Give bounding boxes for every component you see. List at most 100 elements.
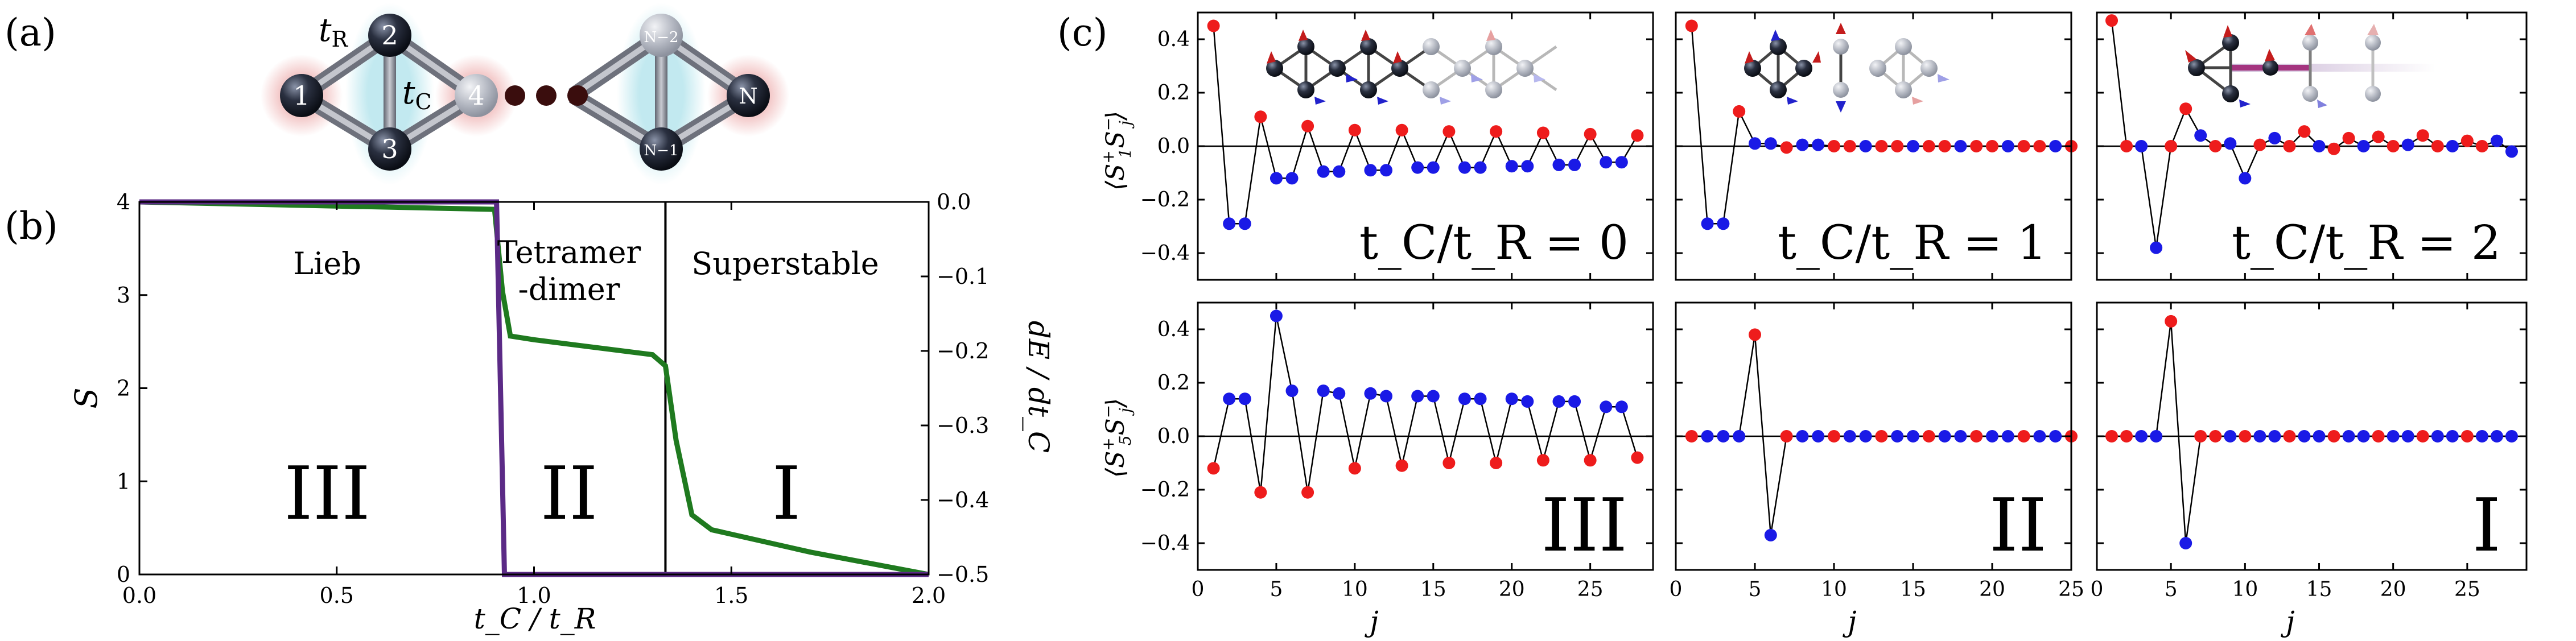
site-label-n1: N−1 [644,142,678,159]
correlation-point [1749,328,1761,341]
correlation-point [2505,145,2518,158]
correlation-point [1380,164,1393,177]
b-x-tick-label: 1.5 [714,583,748,608]
correlation-point [2342,131,2355,144]
correlation-point [1427,390,1440,403]
correlation-point [1701,430,1714,443]
correlation-point [1717,430,1730,443]
correlation-point [2105,430,2118,443]
correlation-point [2460,430,2474,443]
correlation-point [2049,140,2062,152]
correlation-point [2490,134,2503,147]
x-tick-label: 25 [2058,578,2084,601]
correlation-point [1796,138,1809,151]
c-x-label-col1: j [1364,605,1379,638]
correlation-point [1843,140,1856,152]
correlation-point [1333,165,1346,178]
x-tick-label: 15 [1900,578,1926,601]
correlation-point [1521,160,1534,173]
inset-ladder [2185,24,2435,108]
b-x-axis-label: t_C / t_R [474,602,596,635]
correlation-point [1285,172,1299,185]
correlation-point [1584,454,1597,467]
corr-subplot-r1c1: 0.4 0.2 0.0 −0.2 −0.4 [1140,11,1654,281]
correlation-point [2135,430,2148,443]
correlation-point [1301,119,1314,133]
ellipsis-dot-1 [505,85,525,106]
correlation-point [2120,140,2133,152]
correlation-point [1764,528,1777,541]
correlation-point [2313,430,2326,443]
row2-numeral-ii: II [1989,483,2047,568]
correlation-point [1474,161,1487,174]
correlation-point [2372,430,2385,443]
correlation-point [1490,125,1503,138]
phase-name-superstable: Superstable [691,246,879,282]
correlation-point [2239,172,2252,185]
correlation-point [2194,129,2207,142]
site-label-1: 1 [293,80,310,111]
c-x-label-col2: j [1842,605,1857,638]
correlation-point [1749,137,1761,150]
correlation-point [1922,140,1935,152]
correlation-point [1938,430,1951,443]
corr-subplot-r1c3 [2096,11,2528,281]
correlation-point [2446,140,2459,152]
corr-subplot-r1c2 [1675,11,2078,281]
x-tick-label: 5 [2165,578,2178,601]
x-tick-label: 20 [2380,578,2406,601]
correlation-line [1213,26,1638,225]
phase-numeral-iii: III [284,452,370,536]
correlation-point [2209,430,2222,443]
correlation-point [1521,395,1534,408]
correlation-point [1301,486,1314,499]
correlation-point [1552,395,1565,408]
correlation-point [2179,102,2192,115]
correlation-point [2475,140,2488,152]
correlation-point [1986,430,1998,443]
correlation-point [2283,140,2296,152]
correlation-point [1536,126,1549,139]
x-tick-label: 25 [2454,578,2480,601]
y-tick-label: −0.2 [1140,478,1190,502]
correlation-point [1828,430,1840,443]
correlation-point [1615,156,1628,169]
correlation-point [2224,137,2237,150]
x-tick-label: 15 [2306,578,2332,601]
correlation-point [2150,241,2163,254]
correlation-point [2239,430,2252,443]
correlation-point [1552,158,1565,171]
correlation-point [1317,165,1330,178]
ellipsis-dot-3 [567,85,588,106]
correlation-point [1733,105,1746,118]
ratio-label-1: t_C/t_R = 1 [1778,216,2047,270]
b-y2-tick-label: −0.4 [937,487,989,512]
correlation-point [2001,140,2014,152]
label-t-c: tC [402,75,432,114]
phase-diagram-panel: 0.0 0.5 1.0 1.5 2.0 0 1 2 3 4 0.0 −0.1 −0.2 −0.3 −0.4 −… [68,189,1055,635]
correlation-point [1458,392,1471,406]
correlation-point [1875,140,1888,152]
correlation-point [1891,140,1904,152]
correlation-point [1780,430,1793,443]
phase-name-dimer: -dimer [518,271,620,307]
corr-subplot-r2c3: 0 5 10 15 20 25 [2091,301,2528,601]
correlation-point [2017,140,2030,152]
correlation-point [2001,430,2014,443]
correlation-point [1442,457,1456,469]
correlation-point [1954,140,1967,152]
site-label-n2: N−2 [644,29,678,46]
b-y2-tick-label: 0.0 [937,189,971,214]
correlation-point [1207,462,1220,475]
correlation-point [2431,430,2444,443]
correlation-point [1907,430,1919,443]
correlation-point [2313,140,2326,152]
correlation-point [1938,140,1951,152]
x-tick-label: 5 [1749,578,1762,601]
y-tick-label: 0.4 [1157,318,1190,341]
x-tick-label: 0 [1192,578,1205,601]
b-y2-tick-label: −0.1 [937,264,989,289]
correlation-point [2194,430,2207,443]
correlation-point [2268,131,2281,144]
